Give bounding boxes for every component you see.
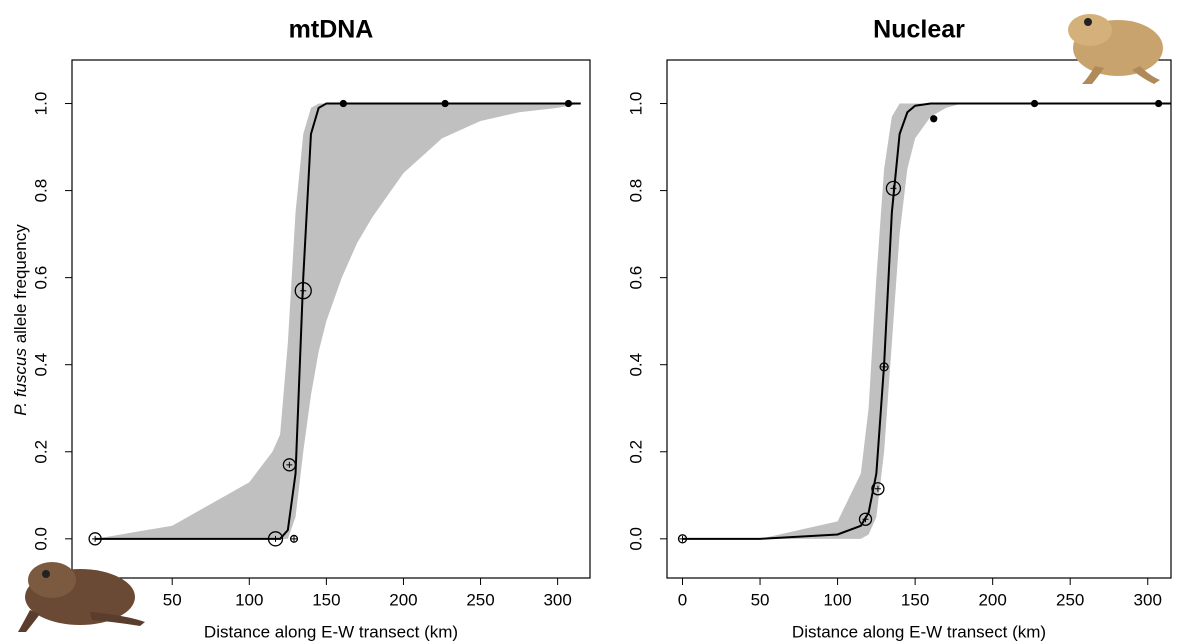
sample-point bbox=[879, 362, 889, 372]
point-cross bbox=[874, 485, 881, 492]
x-tick-label: 50 bbox=[751, 590, 770, 609]
x-tick-label: 0 bbox=[678, 590, 687, 609]
y-tick-label: 0.8 bbox=[626, 179, 645, 203]
x-tick-label: 250 bbox=[1056, 590, 1084, 609]
x-tick-label: 150 bbox=[312, 590, 340, 609]
confidence-band bbox=[95, 103, 581, 539]
point-cross bbox=[291, 535, 297, 542]
confidence-band bbox=[682, 103, 1171, 539]
sample-point bbox=[677, 534, 688, 544]
y-tick-label: 1.0 bbox=[31, 92, 50, 116]
x-tick-label: 200 bbox=[389, 590, 417, 609]
x-tick-label: 300 bbox=[543, 590, 571, 609]
y-tick-label: 0.4 bbox=[626, 353, 645, 377]
y-tick-label: 0.6 bbox=[31, 266, 50, 290]
y-tick-label: 1.0 bbox=[626, 92, 645, 116]
point-cross bbox=[890, 185, 897, 192]
x-tick-label: 200 bbox=[978, 590, 1006, 609]
y-label-species: P. fuscus bbox=[11, 348, 30, 416]
sample-point bbox=[930, 115, 938, 123]
x-tick-label: 100 bbox=[235, 590, 263, 609]
sample-point bbox=[88, 532, 102, 546]
sample-point bbox=[339, 99, 347, 108]
x-tick-label: 100 bbox=[823, 590, 851, 609]
y-tick-label: 0.2 bbox=[626, 440, 645, 464]
sample-point bbox=[858, 512, 873, 526]
panel-title: mtDNA bbox=[289, 16, 374, 44]
y-tick-label: 0.0 bbox=[31, 527, 50, 551]
y-label-text: allele frequency bbox=[11, 224, 30, 348]
point-cross bbox=[272, 535, 279, 542]
point-cross bbox=[862, 516, 869, 523]
x-tick-label: 250 bbox=[466, 590, 494, 609]
point-cross bbox=[679, 535, 686, 542]
panel-title: Nuclear bbox=[873, 16, 965, 44]
sample-point bbox=[267, 531, 284, 547]
sample-point bbox=[871, 482, 885, 496]
x-axis-label: Distance along E-W transect (km) bbox=[204, 622, 458, 641]
cline-curve bbox=[682, 102, 1171, 540]
plot-frame bbox=[666, 59, 1172, 579]
point-cross bbox=[300, 287, 307, 294]
y-tick-label: 0.8 bbox=[31, 179, 50, 203]
sample-point bbox=[294, 282, 312, 300]
sample-point bbox=[1030, 99, 1039, 108]
frog-illustration bbox=[18, 562, 145, 632]
plot-frame bbox=[71, 59, 591, 579]
x-tick-label: 50 bbox=[163, 590, 182, 609]
x-tick-label: 300 bbox=[1134, 590, 1162, 609]
y-tick-label: 0.6 bbox=[626, 266, 645, 290]
point-cross bbox=[881, 363, 888, 370]
sample-point bbox=[885, 180, 902, 197]
x-axis-label: Distance along E-W transect (km) bbox=[792, 622, 1046, 641]
sample-point bbox=[282, 458, 297, 472]
y-axis-label: P. fuscus allele frequency bbox=[11, 224, 30, 416]
y-tick-label: 0.2 bbox=[31, 440, 50, 464]
x-tick-label: 150 bbox=[901, 590, 929, 609]
point-cross bbox=[286, 461, 293, 468]
sample-point bbox=[441, 99, 449, 108]
sample-point bbox=[564, 99, 573, 108]
sample-point bbox=[289, 534, 299, 543]
y-tick-label: 0.0 bbox=[626, 527, 645, 551]
y-tick-label: 0.4 bbox=[31, 353, 50, 377]
point-cross bbox=[92, 535, 99, 542]
frog-illustration bbox=[1068, 14, 1163, 84]
sample-point bbox=[1154, 99, 1163, 108]
